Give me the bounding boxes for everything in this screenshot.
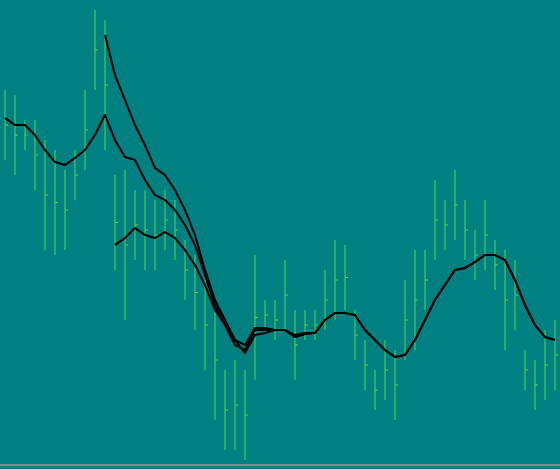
moving-average-line (114, 227, 556, 358)
